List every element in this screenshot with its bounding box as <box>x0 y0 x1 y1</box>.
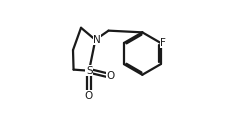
Text: O: O <box>85 90 93 100</box>
Text: N: N <box>93 35 101 45</box>
Text: O: O <box>107 70 115 80</box>
Text: S: S <box>86 66 93 76</box>
Text: F: F <box>160 38 166 48</box>
